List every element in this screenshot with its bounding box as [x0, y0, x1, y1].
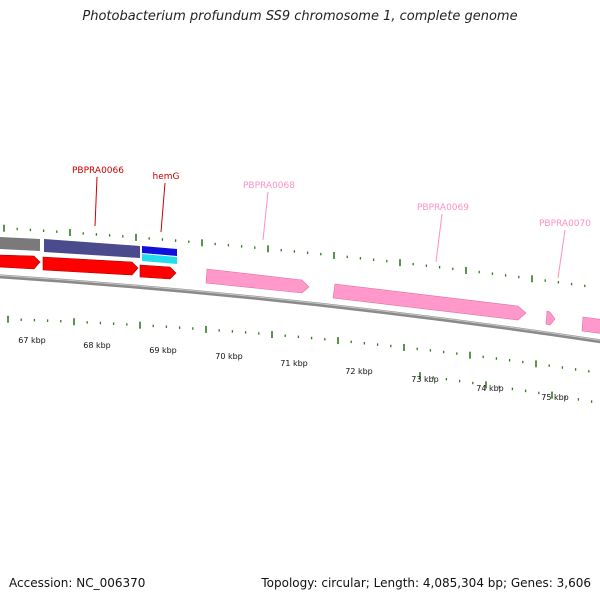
gene-arrow-red [0, 254, 41, 270]
gene-label-pbpra0068: PBPRA0068 [243, 181, 295, 191]
kbp-label: 73 kbp [411, 375, 439, 384]
gene-arrow-pbpra0069 [332, 283, 527, 321]
gene-arrow-pbpra0071 [581, 316, 600, 334]
accession-text: Accession: NC_006370 [9, 576, 146, 590]
gene-block-cyan [142, 254, 177, 264]
kbp-label: 71 kbp [280, 359, 308, 368]
callout-line-pbpra0069 [435, 213, 443, 263]
gene-arrow-pbpra0068 [205, 268, 310, 294]
gene-arrow-red-hemg [139, 264, 177, 280]
gene-label-pbpra0069: PBPRA0069 [417, 203, 469, 213]
gene-label-pbpra0066: PBPRA0066 [72, 166, 124, 176]
callout-line-pbpra0066 [94, 176, 98, 227]
kbp-label: 72 kbp [345, 367, 373, 376]
gene-label-hemg: hemG [153, 172, 180, 182]
kbp-label: 67 kbp [18, 336, 46, 345]
gene-label-pbpra0070: PBPRA0070 [539, 219, 591, 229]
callout-line-hemg [160, 182, 166, 233]
genome-summary-text: Topology: circular; Length: 4,085,304 bp… [261, 576, 591, 590]
callout-line-pbpra0070 [557, 229, 566, 279]
map-title: Photobacterium profundum SS9 chromosome … [82, 9, 518, 24]
kbp-label: 75 kbp [541, 393, 569, 402]
chromosome-backbone-highlight [0, 274, 600, 341]
callout-line-pbpra0068 [262, 191, 269, 241]
kbp-label: 74 kbp [476, 384, 504, 393]
lower-tick-ring [7, 315, 590, 373]
kbp-label: 70 kbp [215, 352, 243, 361]
gene-arrow-red-pbpra0066 [42, 256, 139, 276]
chromosome-backbone [0, 274, 600, 344]
gene-block-purple [44, 239, 140, 258]
gene-block-blue [142, 246, 177, 256]
kbp-label: 68 kbp [83, 341, 111, 350]
upper-tick-ring [3, 224, 586, 288]
gene-arrow-pbpra0070 [545, 310, 556, 326]
outer-tick-ring [419, 372, 593, 403]
kbp-label: 69 kbp [149, 346, 177, 355]
gene-block-grey [0, 237, 40, 251]
